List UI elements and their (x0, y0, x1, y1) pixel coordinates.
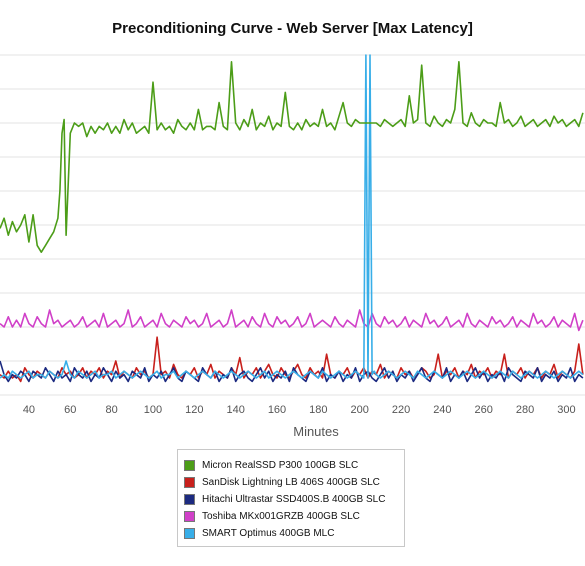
series-line-3 (0, 360, 584, 383)
legend-label: Hitachi Ultrastar SSD400S.B 400GB SLC (202, 494, 386, 505)
x-tick-label: 200 (351, 404, 369, 416)
legend-item: SanDisk Lightning LB 406S 400GB SLC (184, 474, 404, 491)
series-line-4 (0, 309, 584, 332)
x-tick-label: 100 (144, 404, 162, 416)
series-line-5 (0, 54, 584, 379)
x-tick-label: 140 (226, 404, 244, 416)
legend-item: Toshiba MKx001GRZB 400GB SLC (184, 508, 404, 525)
x-axis-label: Minutes (293, 424, 339, 439)
legend-item: Hitachi Ultrastar SSD400S.B 400GB SLC (184, 491, 404, 508)
legend-swatch (184, 460, 195, 471)
x-axis-ticks: 40 60 80 100 120 140 160 180 200 220 240 260 280 300 (23, 404, 576, 416)
x-tick-label: 120 (185, 404, 203, 416)
series-line-1 (0, 60, 584, 253)
x-tick-label: 220 (392, 404, 410, 416)
series-lines (0, 54, 584, 383)
gridlines (0, 54, 585, 396)
legend-item: Micron RealSSD P300 100GB SLC (184, 457, 404, 474)
x-tick-label: 80 (106, 404, 118, 416)
x-tick-label: 260 (475, 404, 493, 416)
legend-swatch (184, 528, 195, 539)
legend: Micron RealSSD P300 100GB SLC SanDisk Lig… (177, 449, 405, 547)
x-tick-label: 60 (64, 404, 76, 416)
legend-label: Toshiba MKx001GRZB 400GB SLC (202, 511, 360, 522)
legend-label: SanDisk Lightning LB 406S 400GB SLC (202, 477, 380, 488)
x-tick-label: 240 (433, 404, 451, 416)
x-tick-label: 300 (557, 404, 575, 416)
legend-item: SMART Optimus 400GB MLC (184, 525, 404, 542)
legend-swatch (184, 511, 195, 522)
x-tick-label: 160 (268, 404, 286, 416)
legend-label: Micron RealSSD P300 100GB SLC (202, 460, 359, 471)
legend-swatch (184, 494, 195, 505)
x-tick-label: 280 (516, 404, 534, 416)
legend-swatch (184, 477, 195, 488)
chart-title: Preconditioning Curve - Web Server [Max … (112, 20, 473, 37)
x-tick-label: 40 (23, 404, 35, 416)
x-tick-label: 180 (309, 404, 327, 416)
legend-label: SMART Optimus 400GB MLC (202, 528, 335, 539)
